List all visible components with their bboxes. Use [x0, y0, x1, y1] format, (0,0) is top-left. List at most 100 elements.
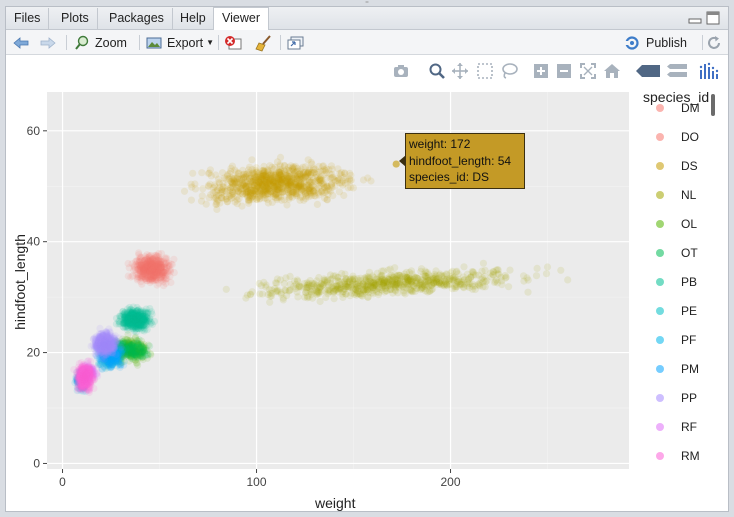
data-point[interactable]: [365, 288, 373, 297]
data-point[interactable]: [263, 187, 271, 195]
data-point[interactable]: [293, 175, 301, 183]
data-point[interactable]: [138, 260, 146, 268]
data-point[interactable]: [150, 268, 159, 276]
data-point[interactable]: [347, 183, 355, 191]
data-point[interactable]: [157, 256, 165, 264]
data-point[interactable]: [149, 271, 157, 279]
data-point[interactable]: [373, 269, 381, 277]
data-point[interactable]: [153, 281, 161, 289]
data-point[interactable]: [307, 158, 315, 166]
data-point[interactable]: [493, 266, 501, 274]
data-point[interactable]: [144, 266, 152, 274]
data-point[interactable]: [144, 268, 152, 276]
data-point[interactable]: [155, 253, 163, 261]
data-point[interactable]: [153, 269, 161, 277]
data-point[interactable]: [154, 269, 162, 277]
data-point[interactable]: [150, 264, 159, 272]
data-point[interactable]: [160, 268, 168, 277]
data-point[interactable]: [143, 271, 151, 279]
data-point[interactable]: [307, 192, 316, 200]
data-point[interactable]: [314, 179, 322, 187]
data-point[interactable]: [275, 168, 283, 176]
data-point[interactable]: [251, 189, 259, 198]
data-point[interactable]: [235, 195, 243, 203]
data-point[interactable]: [143, 261, 151, 269]
data-point[interactable]: [140, 273, 148, 281]
data-point[interactable]: [287, 181, 295, 189]
data-point[interactable]: [479, 259, 487, 267]
data-point[interactable]: [234, 180, 242, 188]
data-point[interactable]: [85, 388, 93, 397]
data-point[interactable]: [148, 264, 156, 272]
data-point[interactable]: [255, 178, 263, 186]
data-point[interactable]: [276, 176, 284, 184]
data-point[interactable]: [273, 275, 281, 283]
data-point[interactable]: [146, 262, 154, 270]
data-point[interactable]: [319, 162, 327, 170]
data-point[interactable]: [222, 175, 230, 183]
data-point[interactable]: [143, 268, 151, 276]
data-point[interactable]: [147, 273, 155, 281]
data-point[interactable]: [344, 184, 352, 192]
data-point[interactable]: [252, 173, 260, 181]
data-point[interactable]: [141, 269, 149, 277]
data-point[interactable]: [130, 266, 138, 274]
data-point[interactable]: [417, 267, 425, 275]
data-point[interactable]: [293, 190, 301, 198]
data-point[interactable]: [270, 170, 278, 178]
data-point[interactable]: [145, 253, 153, 261]
data-point[interactable]: [451, 282, 459, 290]
data-point[interactable]: [281, 168, 289, 176]
data-point[interactable]: [291, 183, 299, 191]
data-point[interactable]: [123, 318, 131, 326]
data-point[interactable]: [256, 179, 264, 187]
data-point[interactable]: [213, 198, 221, 206]
data-point[interactable]: [347, 171, 355, 179]
data-point[interactable]: [157, 261, 165, 269]
data-point[interactable]: [148, 259, 156, 268]
data-point[interactable]: [159, 269, 167, 277]
data-point[interactable]: [146, 267, 154, 275]
data-point[interactable]: [156, 265, 165, 273]
data-point[interactable]: [168, 261, 176, 269]
data-point[interactable]: [141, 266, 149, 274]
data-point[interactable]: [155, 250, 163, 258]
plotly-logo-icon[interactable]: [698, 62, 722, 80]
data-point[interactable]: [275, 192, 283, 200]
data-point[interactable]: [158, 273, 166, 281]
data-point[interactable]: [139, 266, 147, 274]
camera-icon[interactable]: [392, 62, 410, 80]
data-point[interactable]: [155, 257, 163, 265]
data-point[interactable]: [154, 267, 163, 275]
data-point[interactable]: [255, 193, 263, 201]
data-point[interactable]: [542, 270, 551, 278]
data-point[interactable]: [283, 201, 291, 209]
data-point[interactable]: [260, 167, 268, 175]
data-point[interactable]: [157, 269, 165, 277]
data-point[interactable]: [140, 257, 148, 265]
data-point[interactable]: [152, 269, 160, 277]
data-point[interactable]: [204, 181, 212, 190]
data-point[interactable]: [137, 262, 146, 270]
data-point[interactable]: [283, 179, 291, 187]
data-point[interactable]: [275, 172, 283, 180]
data-point[interactable]: [278, 173, 286, 181]
data-point[interactable]: [159, 270, 167, 278]
data-point[interactable]: [222, 285, 230, 293]
clear-all-viewer-button[interactable]: [255, 30, 273, 55]
data-point[interactable]: [143, 266, 151, 274]
data-point[interactable]: [135, 267, 143, 275]
data-point[interactable]: [144, 265, 152, 273]
data-point[interactable]: [149, 268, 157, 276]
data-point[interactable]: [321, 167, 329, 175]
data-point[interactable]: [241, 183, 249, 191]
data-point[interactable]: [336, 169, 344, 178]
data-point[interactable]: [270, 179, 278, 187]
data-point[interactable]: [273, 178, 281, 186]
data-point[interactable]: [276, 162, 284, 170]
data-point[interactable]: [148, 255, 156, 263]
data-point[interactable]: [264, 185, 272, 193]
data-point[interactable]: [232, 186, 240, 194]
data-point[interactable]: [243, 191, 251, 199]
